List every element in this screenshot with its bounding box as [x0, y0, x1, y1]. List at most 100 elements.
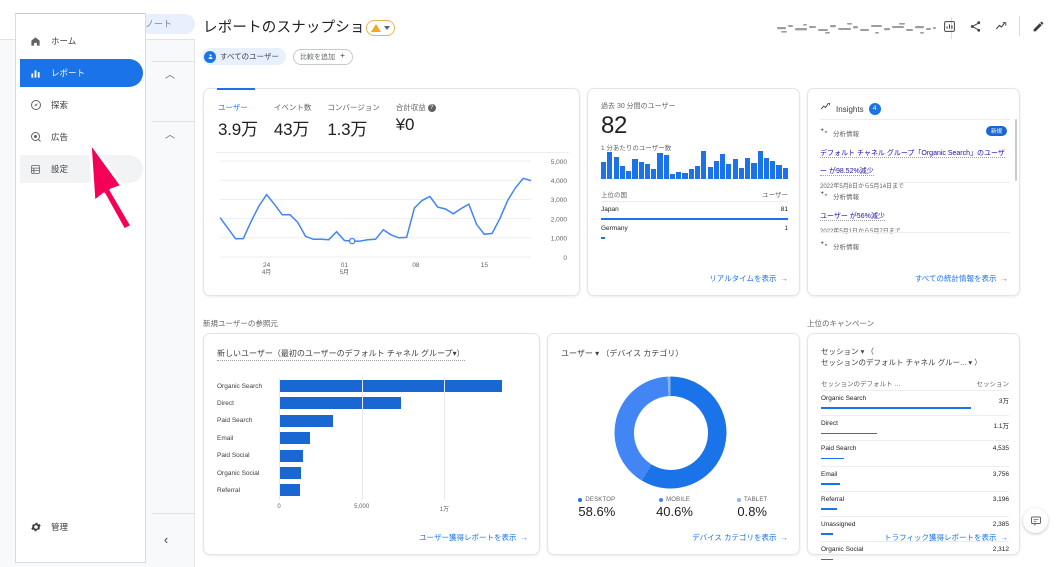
home-icon [29, 35, 42, 48]
realtime-bar [601, 162, 607, 179]
table-row[interactable]: Paid Search 4,535 [821, 445, 1009, 462]
campaign-table-title[interactable]: セッション ▾ （ セッションのデフォルト チャネル グルー... ▾ ） [821, 347, 982, 368]
sparkle-icon [820, 127, 829, 138]
realtime-bar [782, 168, 788, 179]
table-row[interactable]: Referral 3,196 [821, 496, 1009, 513]
bar-track [279, 414, 527, 427]
table-row[interactable]: Unassigned 2,385 [821, 521, 1009, 538]
table-row[interactable]: Organic Social 2,312 [821, 546, 1009, 563]
realtime-bar [732, 159, 738, 179]
insight-item[interactable]: 分析情報 ユーザー が56%減少 2022年5月1日から5月7日まで [820, 190, 1010, 235]
gridline [444, 378, 446, 500]
sidebar-item-home[interactable]: ホーム [20, 27, 143, 55]
sidebar-item-reports[interactable]: レポート [20, 59, 143, 87]
page-header: レポートのスナップショット すべてのユーザー 比較を追加 [195, 0, 1056, 68]
svg-text:4月: 4月 [262, 269, 271, 276]
share-icon[interactable] [967, 17, 983, 35]
table-divider [601, 201, 788, 202]
bar-chart-row[interactable]: Email [217, 430, 527, 446]
table-row[interactable]: Email 3,756 [821, 471, 1009, 488]
svg-text:5,000: 5,000 [551, 159, 568, 166]
arrow-right-icon: → [780, 274, 789, 283]
new-users-chart-title[interactable]: 新しいユーザー（最初のユーザーのデフォルト チャネル グループ▾） [217, 348, 465, 361]
bar-chart-row[interactable]: Organic Social [217, 465, 527, 481]
bar-chart-row[interactable]: Direct [217, 395, 527, 411]
date-range-redacted[interactable] [775, 20, 943, 38]
card-divider [820, 182, 1010, 183]
bar [279, 397, 402, 410]
traffic-acquisition-link[interactable]: トラフィック獲得レポートを表示 → [884, 533, 1008, 542]
new-users-bar-chart[interactable]: Organic Search Direct Paid Search Email Paid… [217, 378, 527, 500]
bar-track [279, 484, 527, 497]
insight-text[interactable]: ユーザー が56%減少 [820, 213, 885, 221]
device-donut-chart[interactable] [608, 370, 733, 495]
table-row[interactable]: Direct 1.1万 [821, 420, 1009, 437]
insight-text[interactable]: デフォルト チャネル グループ「Organic Search」のユーザー が98… [820, 150, 1005, 176]
sidebar-item-admin[interactable]: 管理 [16, 514, 68, 540]
rail-note-chip[interactable]: ノート [140, 14, 195, 34]
compare-icon[interactable] [993, 17, 1009, 35]
bar-chart-row[interactable]: Paid Search [217, 413, 527, 429]
sidebar-item-configure[interactable]: 設定 [20, 155, 143, 183]
metric-total-revenue[interactable]: 合計収益 ? ¥0 [396, 102, 436, 140]
realtime-bar-chart[interactable] [601, 151, 788, 179]
edit-pencil-icon[interactable] [1030, 17, 1046, 35]
insights-report-icon[interactable] [941, 17, 957, 35]
realtime-bar [726, 164, 732, 179]
warning-triangle-icon [371, 24, 381, 32]
metric-conversions[interactable]: コンバージョン 1.3万 [327, 102, 379, 140]
country-name: Germany [601, 225, 628, 232]
channel-name: Organic Social [821, 546, 864, 554]
rail-divider [152, 121, 195, 122]
chevron-up-icon[interactable]: ︿ [165, 70, 175, 81]
gear-icon [29, 521, 42, 534]
chevron-down-icon[interactable]: ▾ [595, 349, 600, 358]
metric-events[interactable]: イベント数 43万 [274, 102, 312, 140]
section-label-new-users: 新規ユーザーの参照元 [203, 319, 278, 328]
bar-chart-row[interactable]: Paid Social [217, 448, 527, 464]
column-header-channel: セッションのデフォルト … [821, 381, 901, 388]
bar-chart-row[interactable]: Referral [217, 482, 527, 498]
bar [279, 380, 503, 392]
device-chart-title[interactable]: ユーザー ▾ （デバイス カテゴリ） [561, 349, 684, 358]
chip-add-comparison[interactable]: 比較を追加 [293, 48, 354, 65]
svg-text:01: 01 [341, 262, 349, 269]
metric-users[interactable]: ユーザー 3.9万 [218, 102, 258, 140]
chevron-up-icon[interactable]: ︿ [165, 130, 175, 141]
bar [279, 449, 303, 462]
device-category-link[interactable]: デバイス カテゴリを表示 → [692, 533, 788, 542]
sidebar-item-advertising[interactable]: 広告 [20, 123, 143, 151]
row-bar [821, 558, 833, 561]
bar-chart-row[interactable]: Organic Search [217, 378, 527, 394]
svg-text:2,000: 2,000 [551, 216, 568, 223]
table-row[interactable]: Japan 81 [601, 206, 788, 213]
status-badge[interactable] [366, 20, 395, 36]
sidebar-item-explore[interactable]: 探索 [20, 91, 143, 119]
realtime-bar [745, 157, 751, 179]
insights-scrollbar[interactable] [1014, 119, 1017, 181]
insight-kind: 分析情報 [820, 190, 1010, 201]
bar-track [279, 380, 527, 392]
realtime-title: 過去 30 分間のユーザー [601, 103, 676, 110]
realtime-link[interactable]: リアルタイムを表示 → [709, 274, 789, 283]
feedback-icon[interactable] [1023, 508, 1048, 533]
svg-text:15: 15 [481, 262, 489, 269]
rail-divider [152, 513, 195, 514]
row-bar [821, 508, 837, 510]
row-bar [821, 457, 844, 460]
help-circle-icon[interactable]: ? [427, 103, 436, 112]
collapse-nav-button[interactable]: ‹ [163, 532, 169, 547]
chip-all-users[interactable]: すべてのユーザー [202, 48, 287, 65]
user-acquisition-link[interactable]: ユーザー獲得レポートを表示 → [419, 533, 528, 542]
insight-item[interactable]: 分析情報 新規 デフォルト チャネル グループ「Organic Search」の… [820, 126, 1010, 190]
insight-item[interactable]: 分析情報 [820, 240, 1010, 251]
rail-divider [152, 61, 195, 62]
card-divider [820, 232, 1010, 233]
insights-link[interactable]: すべての統計情報を表示 → [914, 274, 1008, 283]
table-row[interactable]: Organic Search 3万 [821, 395, 1009, 412]
insights-spark-icon [820, 100, 831, 118]
insight-kind: 分析情報 [820, 240, 1010, 251]
table-row[interactable]: Germany 1 [601, 225, 788, 232]
bar-label: Organic Social [217, 469, 260, 477]
